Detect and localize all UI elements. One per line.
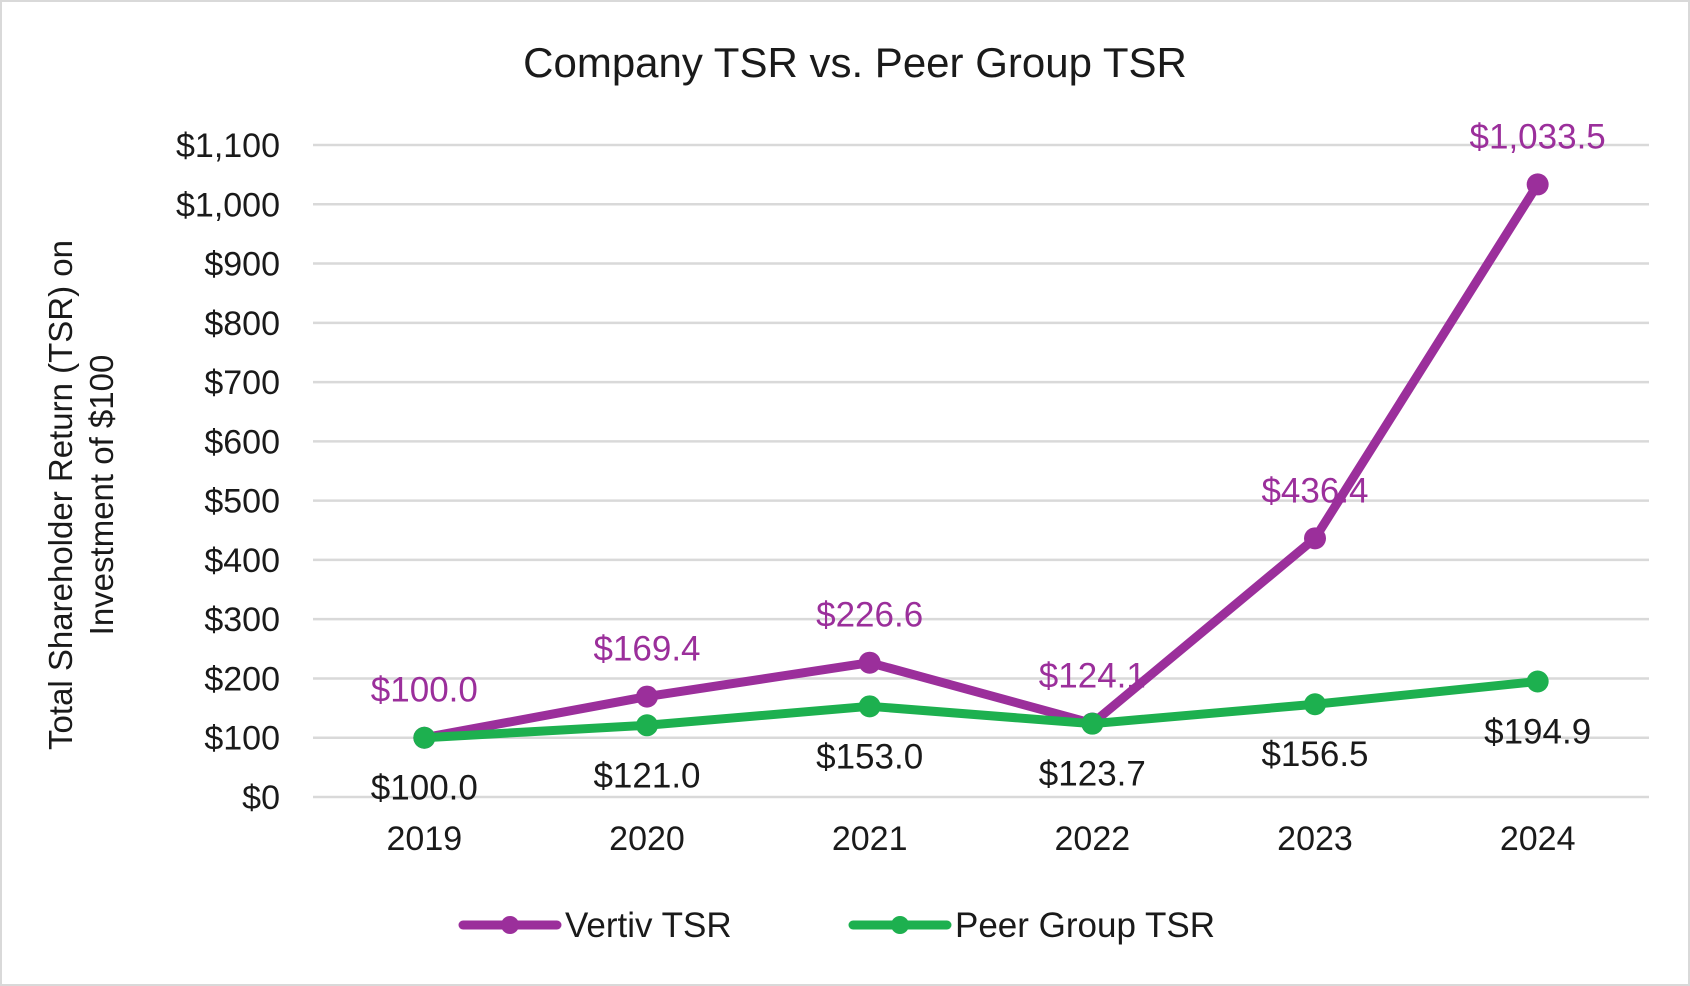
- x-tick-label-2019: 2019: [387, 820, 463, 858]
- y-tick-label: $400: [204, 542, 280, 580]
- data-labels: $100.0 $169.4 $226.6 $124.1 $436.4 $1,033.5 $1…: [371, 117, 1606, 807]
- legend-label-vertiv-tsr: Vertiv TSR: [565, 906, 732, 945]
- y-tick-label: $0: [242, 779, 280, 817]
- series-vertiv-tsr: [413, 173, 1549, 749]
- data-label-peer-group-tsr-2021: $153.0: [816, 737, 923, 776]
- x-tick-label-2023: 2023: [1277, 820, 1353, 858]
- data-point-peer-group-tsr-2021: [858, 695, 881, 718]
- x-tick-label-2022: 2022: [1055, 820, 1131, 858]
- x-tick-label-2020: 2020: [609, 820, 685, 858]
- data-label-vertiv-tsr-2019: $100.0: [371, 671, 478, 710]
- y-tick-label: $800: [204, 305, 280, 343]
- series-peer-group-tsr: [413, 670, 1549, 749]
- data-point-peer-group-tsr-2019: [413, 726, 436, 749]
- x-tick-label-2024: 2024: [1500, 820, 1576, 858]
- data-label-vertiv-tsr-2020: $169.4: [593, 630, 700, 669]
- legend: Vertiv TSR Peer Group TSR: [458, 906, 1215, 945]
- series-line-vertiv-tsr: [419, 179, 1543, 743]
- y-tick-label: $300: [204, 601, 280, 639]
- y-tick-label: $900: [204, 246, 280, 284]
- data-label-vertiv-tsr-2023: $436.4: [1261, 471, 1368, 510]
- data-label-peer-group-tsr-2024: $194.9: [1484, 712, 1591, 751]
- data-label-vertiv-tsr-2021: $226.6: [816, 596, 923, 635]
- data-point-peer-group-tsr-2024: [1526, 670, 1549, 693]
- data-label-peer-group-tsr-2020: $121.0: [593, 756, 700, 795]
- gridlines: [313, 143, 1649, 799]
- legend-item-peer-group-tsr: Peer Group TSR: [848, 906, 1215, 945]
- legend-label-peer-group-tsr: Peer Group TSR: [955, 906, 1215, 945]
- y-tick-label: $700: [204, 364, 280, 402]
- y-tick-label: $600: [204, 423, 280, 461]
- y-axis-title-line-1: Total Shareholder Return (TSR) on: [42, 240, 79, 750]
- y-axis-title: Total Shareholder Return (TSR) on Invest…: [42, 240, 120, 750]
- y-tick-label: $100: [204, 720, 280, 758]
- y-tick-label: $1,100: [176, 127, 280, 165]
- legend-marker-vertiv-tsr: [501, 916, 519, 934]
- data-point-vertiv-tsr-2023: [1304, 527, 1326, 550]
- y-axis-title-line-2: Investment of $100: [83, 355, 120, 636]
- data-point-vertiv-tsr-2024: [1526, 173, 1549, 196]
- legend-marker-peer-group-tsr: [891, 916, 909, 934]
- chart-title: Company TSR vs. Peer Group TSR: [523, 39, 1187, 86]
- y-tick-label: $1,000: [176, 186, 280, 224]
- data-point-peer-group-tsr-2022: [1081, 712, 1104, 735]
- legend-item-vertiv-tsr: Vertiv TSR: [458, 906, 732, 945]
- series-layer: [413, 173, 1549, 749]
- y-tick-label: $500: [204, 483, 280, 521]
- data-point-peer-group-tsr-2020: [636, 714, 658, 737]
- data-point-vertiv-tsr-2021: [858, 651, 881, 674]
- data-point-vertiv-tsr-2020: [636, 685, 658, 708]
- x-axis-ticks: 2019 2020 2021 2022 2023 2024: [387, 820, 1576, 858]
- data-label-vertiv-tsr-2024: $1,033.5: [1470, 117, 1606, 156]
- data-label-vertiv-tsr-2022: $124.1: [1039, 656, 1146, 695]
- y-tick-label: $200: [204, 660, 280, 698]
- series-line-peer-group-tsr: [419, 676, 1543, 743]
- x-tick-label-2021: 2021: [832, 820, 908, 858]
- data-point-peer-group-tsr-2023: [1304, 693, 1326, 716]
- data-label-peer-group-tsr-2019: $100.0: [371, 769, 478, 808]
- data-label-peer-group-tsr-2023: $156.5: [1261, 735, 1368, 774]
- y-axis-ticks: $0 $100 $200 $300 $400 $500 $600 $700 $800 $900 $1…: [176, 127, 280, 817]
- data-label-peer-group-tsr-2022: $123.7: [1039, 755, 1146, 794]
